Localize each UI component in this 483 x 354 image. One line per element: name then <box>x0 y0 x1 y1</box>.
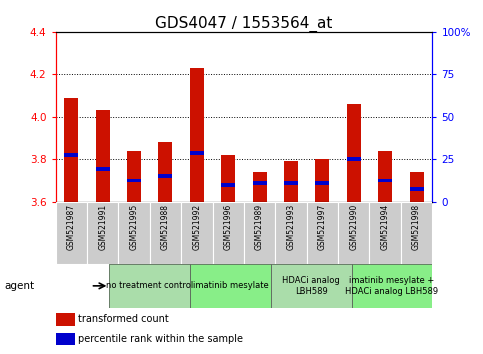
Bar <box>109 264 432 308</box>
Bar <box>352 264 432 308</box>
Bar <box>150 202 181 264</box>
Text: GSM521994: GSM521994 <box>381 204 390 250</box>
Bar <box>338 202 369 264</box>
Bar <box>221 183 235 187</box>
Bar <box>96 167 110 171</box>
Text: HDACi analog
LBH589: HDACi analog LBH589 <box>283 276 340 296</box>
Bar <box>213 202 244 264</box>
Bar <box>369 202 401 264</box>
Text: GSM521995: GSM521995 <box>129 204 139 250</box>
Text: GSM521997: GSM521997 <box>318 204 327 250</box>
Bar <box>87 202 118 264</box>
Text: agent: agent <box>5 281 35 291</box>
Bar <box>109 264 190 308</box>
Bar <box>284 161 298 202</box>
Text: GSM521988: GSM521988 <box>161 204 170 250</box>
Bar <box>275 202 307 264</box>
Bar <box>307 202 338 264</box>
Bar <box>64 153 78 157</box>
Bar <box>96 110 110 202</box>
Text: GSM521989: GSM521989 <box>255 204 264 250</box>
Bar <box>56 333 74 346</box>
Bar <box>315 159 329 202</box>
Text: transformed count: transformed count <box>78 314 169 325</box>
Bar <box>56 202 87 264</box>
Text: no treatment control: no treatment control <box>106 281 193 290</box>
Bar <box>244 202 275 264</box>
Bar <box>401 202 432 264</box>
Bar <box>253 172 267 202</box>
Text: GSM521992: GSM521992 <box>192 204 201 250</box>
Bar <box>378 179 392 182</box>
Bar <box>56 313 74 326</box>
Text: GSM521990: GSM521990 <box>349 204 358 250</box>
Bar <box>190 264 271 308</box>
Bar <box>190 151 204 155</box>
Text: imatinib mesylate: imatinib mesylate <box>193 281 269 290</box>
Text: imatinib mesylate +
HDACi analog LBH589: imatinib mesylate + HDACi analog LBH589 <box>345 276 439 296</box>
Bar <box>271 264 352 308</box>
Bar <box>118 202 150 264</box>
Bar <box>315 181 329 184</box>
Bar <box>181 202 213 264</box>
Bar <box>158 142 172 202</box>
Text: GSM521998: GSM521998 <box>412 204 421 250</box>
Bar <box>221 155 235 202</box>
Bar <box>284 181 298 184</box>
Bar <box>127 151 141 202</box>
Bar <box>347 104 361 202</box>
Bar <box>158 175 172 178</box>
Bar <box>253 181 267 184</box>
Text: percentile rank within the sample: percentile rank within the sample <box>78 334 242 344</box>
Text: GSM521987: GSM521987 <box>67 204 76 250</box>
Bar <box>378 151 392 202</box>
Text: GSM521991: GSM521991 <box>98 204 107 250</box>
Bar <box>347 158 361 161</box>
Bar <box>64 98 78 202</box>
Bar <box>190 68 204 202</box>
Title: GDS4047 / 1553564_at: GDS4047 / 1553564_at <box>155 16 333 32</box>
Bar <box>127 179 141 182</box>
Bar <box>410 187 424 191</box>
Text: GSM521996: GSM521996 <box>224 204 233 250</box>
Bar <box>410 172 424 202</box>
Text: GSM521993: GSM521993 <box>286 204 296 250</box>
